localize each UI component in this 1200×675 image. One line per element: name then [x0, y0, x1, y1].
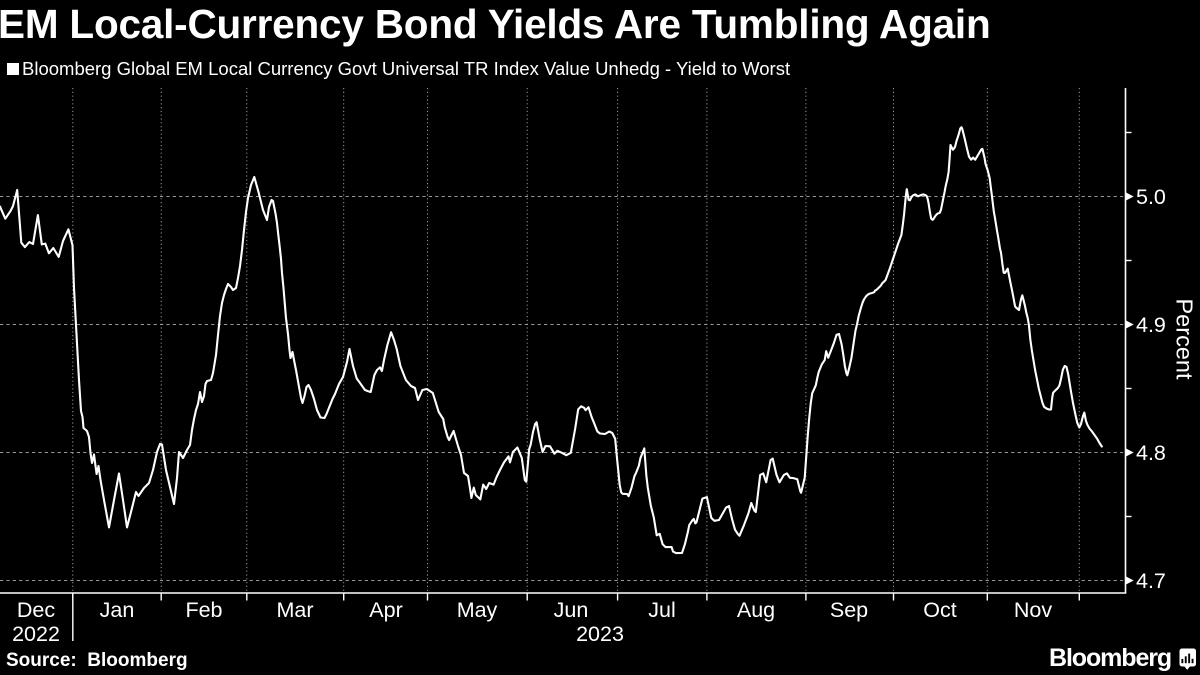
- svg-text:Dec: Dec: [17, 598, 55, 622]
- svg-text:Feb: Feb: [185, 598, 222, 622]
- svg-text:Mar: Mar: [276, 598, 313, 622]
- svg-text:Oct: Oct: [923, 598, 956, 622]
- svg-text:Jul: Jul: [648, 598, 675, 622]
- svg-text:Sep: Sep: [830, 598, 868, 622]
- svg-text:May: May: [457, 598, 498, 622]
- svg-text:Percent: Percent: [1172, 299, 1198, 380]
- svg-text:2023: 2023: [576, 622, 624, 646]
- svg-text:4.7: 4.7: [1136, 569, 1166, 593]
- svg-text:4.8: 4.8: [1136, 441, 1166, 465]
- svg-text:Jun: Jun: [554, 598, 589, 622]
- svg-text:5.0: 5.0: [1136, 185, 1166, 209]
- svg-text:2022: 2022: [12, 622, 60, 646]
- svg-text:Apr: Apr: [369, 598, 402, 622]
- svg-text:Aug: Aug: [737, 598, 775, 622]
- svg-text:Nov: Nov: [1014, 598, 1052, 622]
- svg-text:4.9: 4.9: [1136, 313, 1166, 337]
- svg-text:Jan: Jan: [100, 598, 135, 622]
